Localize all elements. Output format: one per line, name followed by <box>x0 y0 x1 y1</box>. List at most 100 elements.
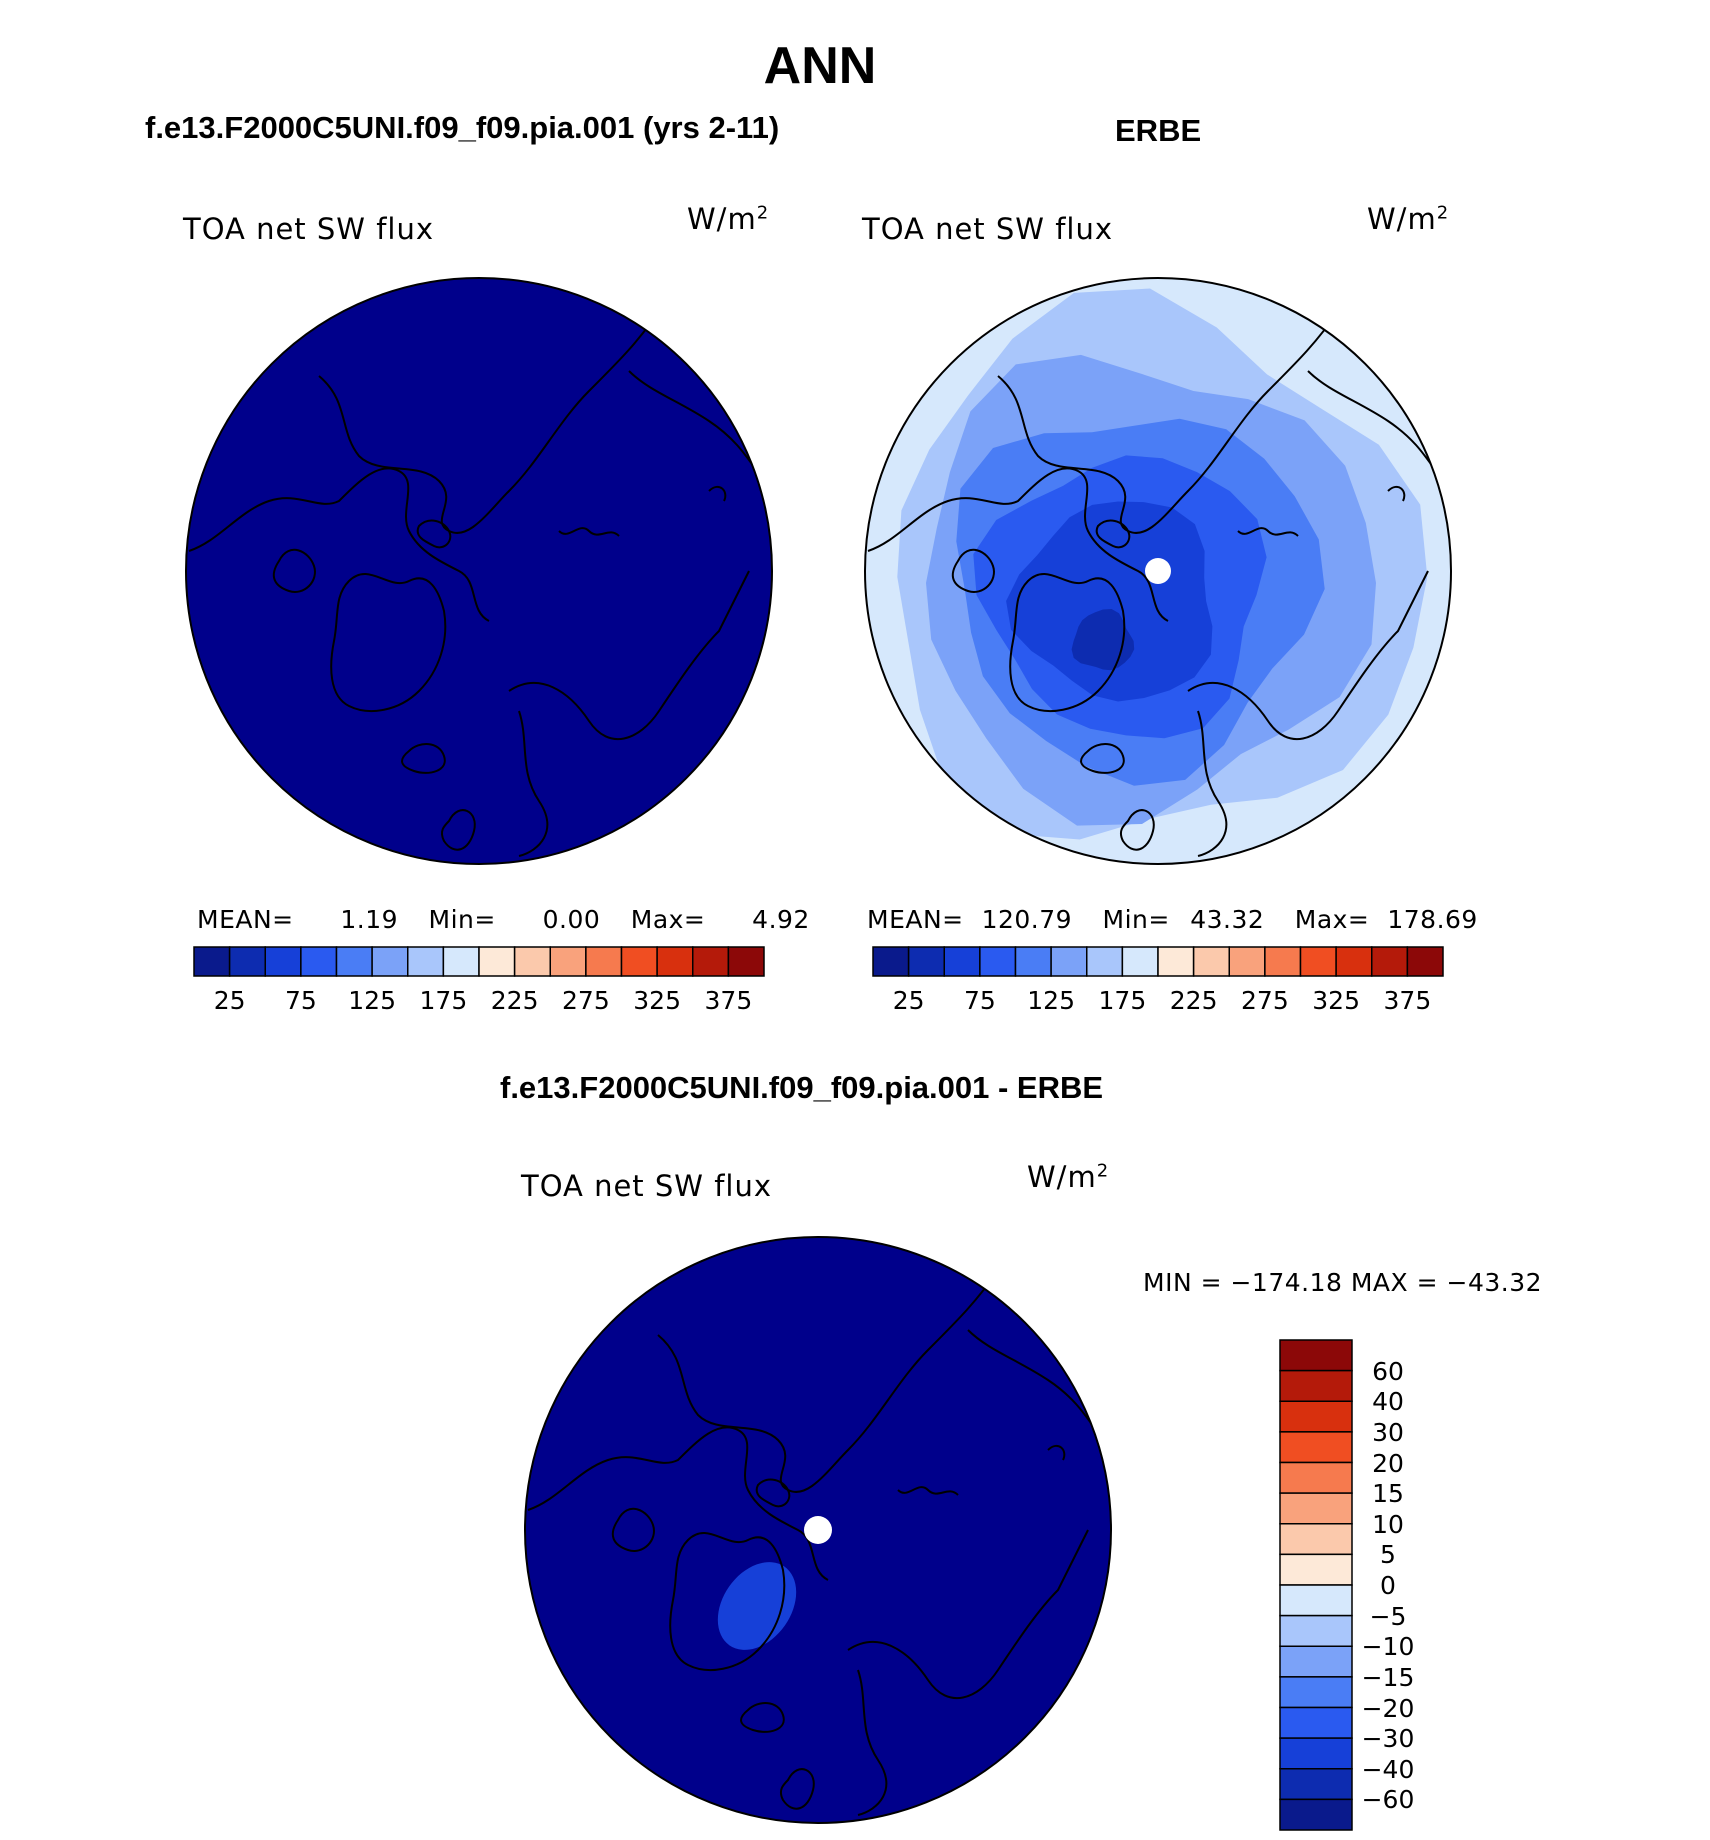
panel-2-contour-band-5 <box>1006 501 1213 702</box>
panel-1-colorbar-tick-label: 125 <box>348 986 396 1015</box>
panel-2-colorbar-swatch-1 <box>907 946 945 977</box>
panel-2-colorbar-swatch-11 <box>1264 946 1302 977</box>
main-title: ANN <box>763 37 877 95</box>
panel-1-map <box>186 278 772 864</box>
panel-2-header: ERBE <box>1115 113 1202 148</box>
panel-1-units-sup: 2 <box>756 202 770 224</box>
panel-2-colorbar-tick-label: 225 <box>1169 986 1218 1015</box>
panel-2-min-value: 43.32 <box>1190 905 1265 934</box>
panel-2-colorbar-tick-label: 125 <box>1027 986 1075 1015</box>
panel-2-pole-mask <box>1145 558 1171 584</box>
panel-2-colorbar-swatch-12 <box>1299 946 1337 977</box>
panel-1-colorbar-swatch-6 <box>407 946 445 977</box>
panel-1-variable-label: TOA net SW flux <box>183 212 435 246</box>
diff-colorbar-tick-label: 5 <box>1380 1540 1396 1570</box>
panel-1-colorbar-swatch-10 <box>549 946 587 977</box>
panel-2-colorbar-tick-label: 25 <box>892 986 925 1015</box>
diff-colorbar-swatch-9 <box>1279 1614 1353 1647</box>
panel-1-colorbar-tick-label: 225 <box>490 986 539 1015</box>
panel-1-colorbar-swatch-15 <box>727 946 765 977</box>
panel-3-map-border <box>524 1236 1112 1824</box>
panel-2-colorbar-swatch-4 <box>1014 946 1052 977</box>
diff-colorbar-swatch-4 <box>1279 1461 1353 1494</box>
panel-2-units-text: W/m <box>1367 202 1437 236</box>
diff-colorbar-swatch-0 <box>1279 1339 1353 1372</box>
panel-3-header: f.e13.F2000C5UNI.f09_f09.pia.001 - ERBE <box>500 1070 1104 1105</box>
diff-colorbar-swatch-13 <box>1279 1737 1353 1770</box>
diff-colorbar-swatch-6 <box>1279 1523 1353 1556</box>
panel-3-units-text: W/m <box>1027 1160 1097 1194</box>
panel-3-variable-label: TOA net SW flux <box>521 1169 773 1203</box>
panel-2-colorbar-swatch-7 <box>1121 946 1159 977</box>
panel-3-units: W/m2 <box>1027 1160 1109 1194</box>
panel-2-colorbar-swatch-2 <box>943 946 981 977</box>
panel-2-colorbar-tick-label: 175 <box>1098 986 1147 1015</box>
panel-1-colorbar-swatch-8 <box>478 946 516 977</box>
panel-1-colorbar-swatch-13 <box>656 946 694 977</box>
panel-1-colorbar-swatch-0 <box>193 946 231 977</box>
diff-colorbar-tick-label: −60 <box>1361 1785 1415 1815</box>
diff-colorbar-swatch-10 <box>1279 1645 1353 1678</box>
panel-1-colorbar-tick-label: 275 <box>562 986 610 1015</box>
panel-2-map-border <box>864 277 1452 865</box>
diff-colorbar-tick-label: 10 <box>1372 1509 1404 1539</box>
panel-1-max-value: 4.92 <box>752 905 810 934</box>
panel-3-anomaly-region <box>717 1562 797 1650</box>
panel-2-mean-value: 120.79 <box>981 905 1073 934</box>
panel-1-colorbar-swatch-12 <box>620 946 658 977</box>
panel-1-mean-value: 1.19 <box>340 905 399 934</box>
panel-2-contour-band-6 <box>1071 609 1135 671</box>
panel-1-min-value: 0.00 <box>542 905 601 934</box>
panel-1-max-label: Max= <box>630 905 706 934</box>
panel-1-colorbar-swatch-3 <box>300 946 338 977</box>
panel-3-pole-mask <box>804 1516 832 1544</box>
panel-3-minmax: MIN = −174.18 MAX = −43.32 <box>1143 1268 1543 1297</box>
diff-colorbar-tick-label: −20 <box>1361 1693 1415 1723</box>
panel-2-colorbar-swatch-0 <box>872 946 910 977</box>
panel-2-mean-label: MEAN= <box>867 905 964 934</box>
panel-1-colorbar-swatch-5 <box>371 946 409 977</box>
panel-2-variable-label: TOA net SW flux <box>862 212 1114 246</box>
panel-1-min-label: Min= <box>428 905 496 934</box>
panel-2-colorbar-swatch-14 <box>1371 946 1409 977</box>
diff-colorbar-swatch-1 <box>1279 1369 1353 1402</box>
panel-1-colorbar-tick-label: 325 <box>633 986 681 1015</box>
panel-2-colorbar-tick-label: 75 <box>963 986 996 1015</box>
panel-2-colorbar-swatch-10 <box>1228 946 1266 977</box>
panel-1-stats: MEAN= 1.19 Min= 0.00 Max= 4.92 <box>197 905 810 934</box>
panel-1-colorbar-tick-label: 75 <box>284 986 317 1015</box>
panel-1-colorbar-tick-label: 375 <box>704 986 753 1015</box>
panel-1-mean-label: MEAN= <box>197 905 294 934</box>
panel-2-min-label: Min= <box>1102 905 1170 934</box>
panel-2-colorbar-tick-label: 275 <box>1241 986 1289 1015</box>
panel-1-map-border <box>185 277 773 865</box>
panel-1-colorbar-tick-label: 25 <box>213 986 246 1015</box>
panel-1-units: W/m2 <box>687 202 769 236</box>
diff-colorbar-swatch-12 <box>1279 1706 1353 1739</box>
diff-colorbar-tick-label: 40 <box>1372 1387 1404 1417</box>
panel-1-colorbar-tick-label: 175 <box>419 986 468 1015</box>
diff-colorbar-tick-label: 15 <box>1372 1479 1404 1509</box>
panel-2-colorbar-tick-label: 375 <box>1383 986 1432 1015</box>
diff-colorbar-tick-label: 0 <box>1380 1571 1396 1600</box>
diff-colorbar-tick-label: −15 <box>1361 1662 1415 1692</box>
panel-1-colorbar-swatch-9 <box>513 946 551 977</box>
panel-1-colorbar-swatch-14 <box>692 946 730 977</box>
panel-2-colorbar <box>872 946 1444 977</box>
panel-1-header: f.e13.F2000C5UNI.f09_f09.pia.001 (yrs 2-… <box>145 110 780 145</box>
panel-2-max-value: 178.69 <box>1387 905 1478 934</box>
panel-1-colorbar-swatch-4 <box>335 946 373 977</box>
panel-2-colorbar-swatch-9 <box>1192 946 1230 977</box>
panel-2-colorbar-swatch-6 <box>1086 946 1124 977</box>
panel-2-stats: MEAN= 120.79 Min= 43.32 Max= 178.69 <box>867 905 1478 934</box>
panel-2-units-sup: 2 <box>1436 202 1450 224</box>
panel-2-colorbar-swatch-13 <box>1335 946 1373 977</box>
diff-colorbar-swatch-7 <box>1279 1553 1353 1586</box>
diff-colorbar-tick-label: −10 <box>1361 1632 1415 1662</box>
panel-2-colorbar-swatch-15 <box>1406 946 1444 977</box>
panel-1-colorbar-swatch-1 <box>228 946 266 977</box>
diff-colorbar-swatch-8 <box>1279 1584 1353 1617</box>
panel-2-colorbar-tick-label: 325 <box>1312 986 1360 1015</box>
diff-colorbar-tick-label: −5 <box>1369 1601 1407 1631</box>
